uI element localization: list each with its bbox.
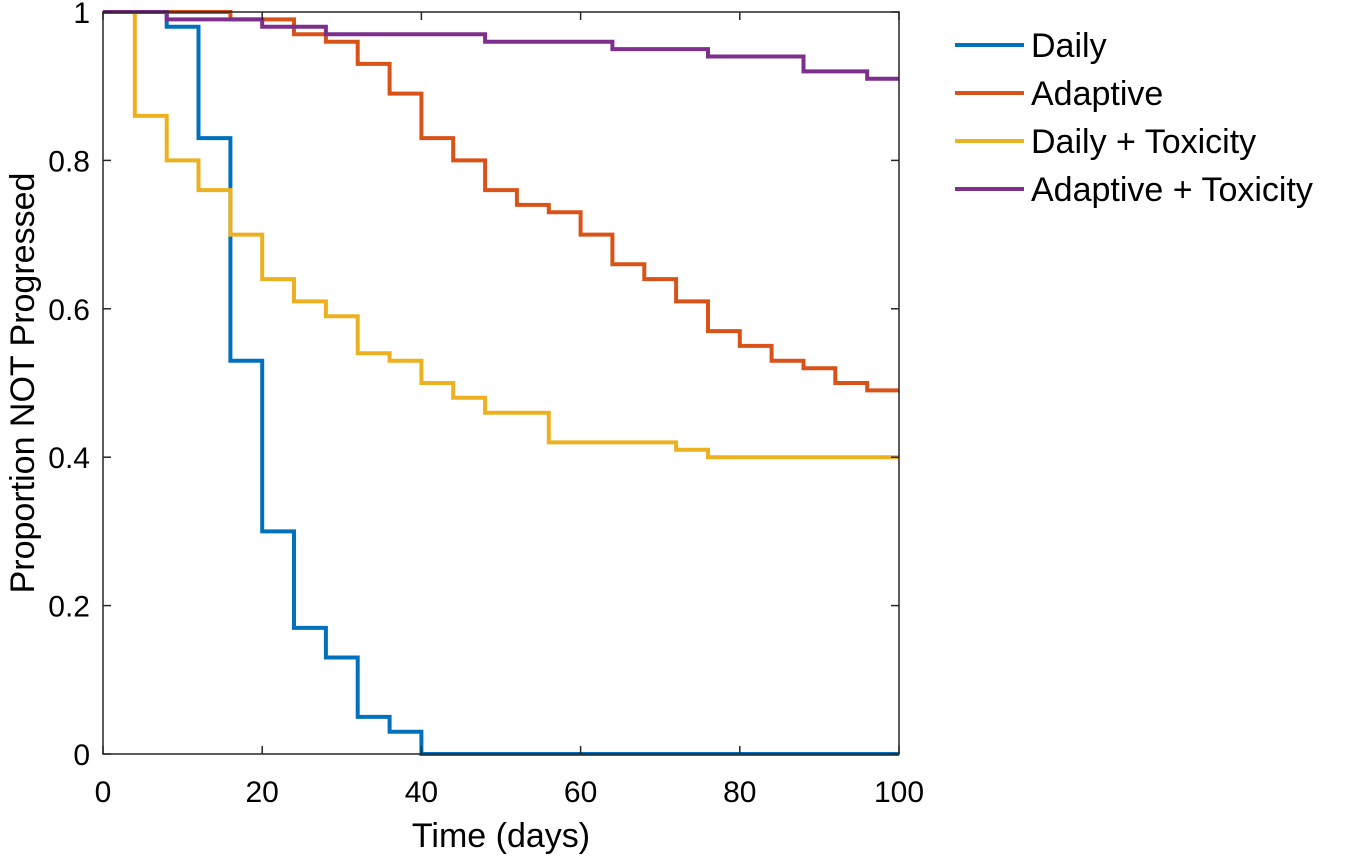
y-tick-label: 1 <box>73 0 90 30</box>
x-tick-label: 100 <box>874 776 924 809</box>
axis-ticks: 0 20 40 60 80 100 0 0.2 0.4 0.6 0.8 1 <box>48 0 924 809</box>
legend-label-3: Adaptive + Toxicity <box>1031 171 1313 209</box>
series-line-0 <box>103 10 899 756</box>
series-line-3 <box>103 10 899 81</box>
y-tick-label: 0.6 <box>48 294 90 327</box>
x-tick-label: 40 <box>405 776 438 809</box>
y-axis-label: Proportion NOT Progressed <box>4 173 42 594</box>
y-tick-label: 0.8 <box>48 145 90 178</box>
series-line-2 <box>103 10 899 460</box>
x-tick-label: 20 <box>246 776 279 809</box>
series-layer <box>103 10 899 756</box>
y-tick-label: 0 <box>73 739 90 772</box>
series-line-1 <box>103 10 899 393</box>
y-tick-label: 0.4 <box>48 442 90 475</box>
legend-label-0: Daily <box>1031 27 1107 65</box>
y-tick-label: 0.2 <box>48 591 90 624</box>
legend: Daily Adaptive Daily + Toxicity Adaptive + … <box>955 27 1313 209</box>
x-axis-label: Time (days) <box>412 817 590 855</box>
legend-label-1: Adaptive <box>1031 75 1163 113</box>
x-tick-label: 80 <box>723 776 756 809</box>
x-tick-label: 60 <box>564 776 597 809</box>
x-tick-label: 0 <box>95 776 112 809</box>
legend-label-2: Daily + Toxicity <box>1031 123 1256 161</box>
plot-area-frame <box>102 11 900 755</box>
